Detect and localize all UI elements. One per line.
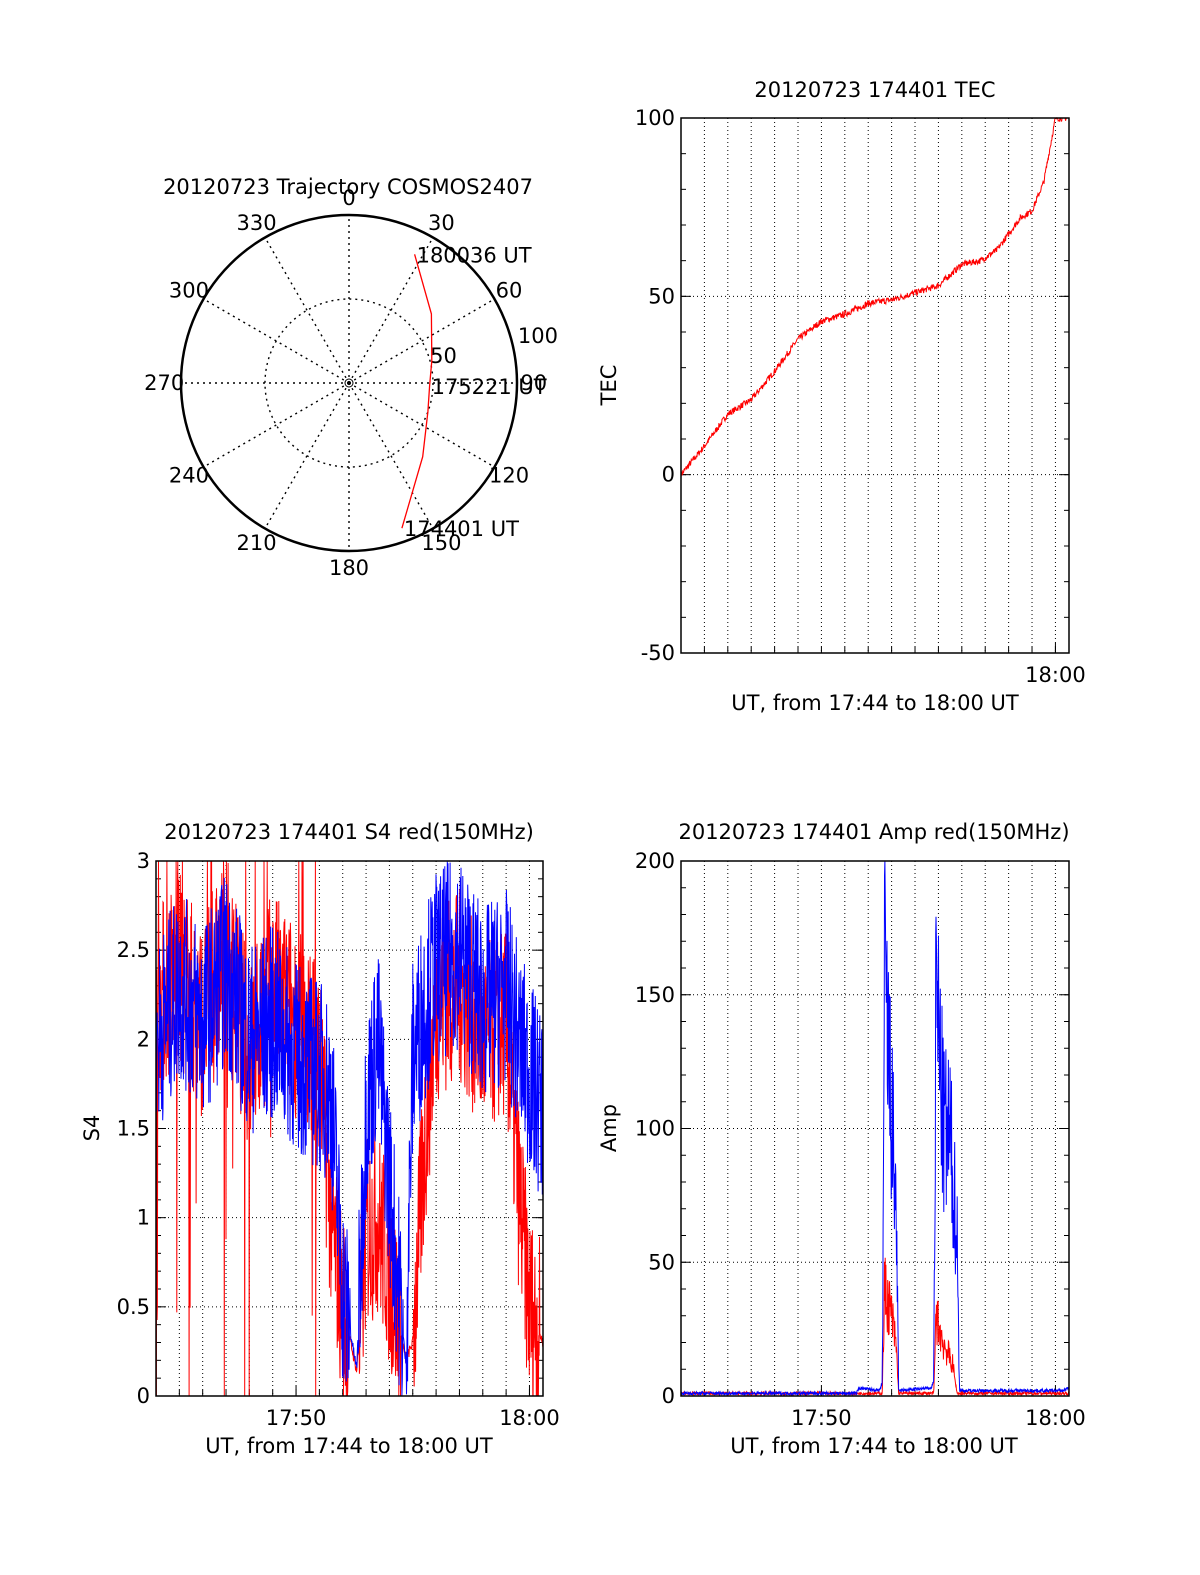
amp-title: 20120723 174401 Amp red(150MHz): [678, 820, 1069, 844]
s4-ytick-label: 3: [137, 849, 150, 873]
polar-spoke: [203, 298, 350, 384]
tec-title: 20120723 174401 TEC: [754, 78, 995, 102]
polar-angle-label: 300: [169, 279, 209, 303]
amp-xtick-label: 18:00: [1025, 1406, 1086, 1430]
polar-angle-label: 330: [237, 211, 277, 235]
polar-spoke: [203, 382, 350, 468]
polar-angle-label: 240: [169, 463, 209, 487]
trajectory-title: 20120723 Trajectory COSMOS2407: [163, 175, 533, 199]
amp-series-red: [680, 1257, 1070, 1397]
s4-ytick-label: 2.5: [117, 938, 150, 962]
s4-ytick-label: 1: [137, 1206, 150, 1230]
s4-series-blue: [155, 861, 544, 1397]
tec-ytick-label: 50: [648, 284, 675, 308]
tec-ytick-label: -50: [641, 641, 675, 665]
tec-frame: [680, 117, 1070, 654]
tec-xtick-label: 18:00: [1025, 663, 1086, 687]
trajectory-annotation: 180036 UT: [417, 243, 532, 267]
polar-angle-label: 60: [496, 279, 523, 303]
amp-ytick-label: 50: [648, 1250, 675, 1274]
amp-series-blue: [680, 860, 1070, 1397]
s4-xtick-label: 18:00: [499, 1406, 560, 1430]
trajectory-annotation: 175221 UT: [432, 375, 547, 399]
polar-spoke: [348, 237, 434, 384]
polar-spoke: [348, 382, 495, 468]
amp-xlabel: UT, from 17:44 to 18:00 UT: [730, 1434, 1018, 1458]
s4-ytick-label: 2: [137, 1027, 150, 1051]
tec-xlabel: UT, from 17:44 to 18:00 UT: [731, 691, 1019, 715]
s4-ylabel: S4: [80, 1115, 104, 1142]
tec-series-red: [680, 117, 1069, 478]
s4-xtick-label: 17:50: [266, 1406, 327, 1430]
amp-plot: 20120723 174401 Amp red(150MHz) UT, from…: [597, 820, 1086, 1458]
amp-ytick-label: 200: [635, 849, 675, 873]
s4-ytick-label: 0: [137, 1384, 150, 1408]
tec-plot: 20120723 174401 TEC UT, from 17:44 to 18…: [597, 78, 1086, 715]
amp-ytick-label: 100: [635, 1117, 675, 1141]
s4-title: 20120723 174401 S4 red(150MHz): [164, 820, 534, 844]
polar-center: [344, 378, 354, 388]
polar-angle-label: 120: [489, 463, 529, 487]
s4-ytick-label: 1.5: [117, 1117, 150, 1141]
polar-angle-label: 90: [520, 371, 547, 395]
s4-frame: [155, 860, 544, 1397]
amp-xtick-label: 17:50: [791, 1406, 852, 1430]
polar-radius-label: 100: [518, 324, 558, 348]
polar-angle-label: 0: [342, 186, 355, 210]
polar-angle-label: 270: [144, 371, 184, 395]
polar-angle-label: 30: [428, 211, 455, 235]
polar-spoke: [264, 382, 350, 529]
amp-frame: [680, 860, 1070, 1397]
amp-ylabel: Amp: [597, 1104, 621, 1152]
polar-radius-label: 50: [430, 344, 457, 368]
s4-xlabel: UT, from 17:44 to 18:00 UT: [205, 1434, 493, 1458]
polar-angle-label: 210: [237, 531, 277, 555]
trajectory-polar-plot: 20120723 Trajectory COSMOS2407 0 30 60 90 12…: [144, 175, 558, 580]
polar-spoke: [264, 237, 350, 384]
polar-angle-label: 150: [421, 531, 461, 555]
polar-spoke: [348, 298, 495, 384]
s4-plot: 20120723 174401 S4 red(150MHz) UT, from …: [80, 820, 560, 1458]
trajectory-annotation: 174401 UT: [404, 517, 519, 541]
trajectory-line: [401, 254, 433, 529]
amp-ytick-label: 150: [635, 983, 675, 1007]
s4-ytick-label: 0.5: [117, 1295, 150, 1319]
tec-ylabel: TEC: [597, 365, 621, 407]
amp-ytick-label: 0: [662, 1384, 675, 1408]
polar-angle-label: 180: [329, 556, 369, 580]
polar-outer-circle: [179, 213, 519, 553]
tec-ytick-label: 100: [635, 106, 675, 130]
tec-ytick-label: 0: [662, 463, 675, 487]
polar-spoke: [348, 382, 434, 529]
